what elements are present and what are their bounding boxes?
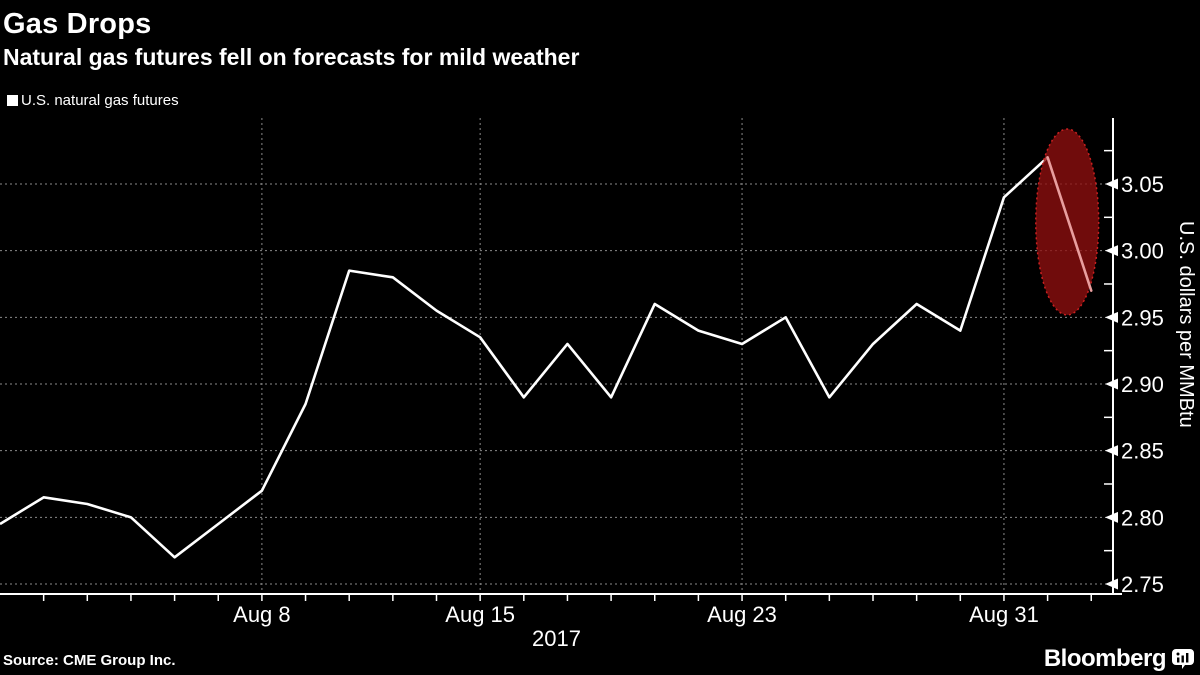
legend-swatch-icon xyxy=(7,95,18,106)
source-credit: Source: CME Group Inc. xyxy=(3,652,176,669)
svg-text:Aug 31: Aug 31 xyxy=(969,602,1039,627)
bloomberg-chart-icon xyxy=(1172,649,1194,669)
chart-subtitle: Natural gas futures fell on forecasts fo… xyxy=(3,44,580,70)
y-axis-title: U.S. dollars per MMBtu xyxy=(1175,221,1197,428)
svg-text:3.05: 3.05 xyxy=(1121,172,1164,197)
svg-text:3.00: 3.00 xyxy=(1121,239,1164,264)
svg-text:Aug 8: Aug 8 xyxy=(233,602,291,627)
svg-text:2.90: 2.90 xyxy=(1121,372,1164,397)
svg-text:Aug 15: Aug 15 xyxy=(445,602,515,627)
svg-text:2.95: 2.95 xyxy=(1121,305,1164,330)
svg-text:2.80: 2.80 xyxy=(1121,505,1164,530)
bloomberg-logo: Bloomberg xyxy=(1044,645,1194,673)
page-title: Gas Drops xyxy=(3,8,152,40)
bloomberg-wordmark: Bloomberg xyxy=(1043,645,1167,672)
legend: U.S. natural gas futures xyxy=(7,92,179,109)
svg-text:Aug 23: Aug 23 xyxy=(707,602,777,627)
svg-text:2017: 2017 xyxy=(532,626,581,651)
legend-label: U.S. natural gas futures xyxy=(21,92,179,109)
svg-text:2.75: 2.75 xyxy=(1121,572,1164,597)
svg-text:2.85: 2.85 xyxy=(1121,439,1164,464)
